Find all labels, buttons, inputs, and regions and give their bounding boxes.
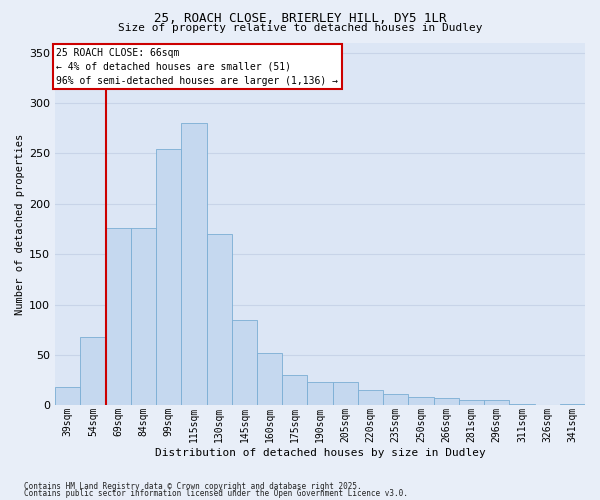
Bar — [383, 394, 409, 406]
Bar — [55, 387, 80, 406]
Text: Size of property relative to detached houses in Dudley: Size of property relative to detached ho… — [118, 23, 482, 33]
Bar — [80, 337, 106, 406]
Text: Contains HM Land Registry data © Crown copyright and database right 2025.: Contains HM Land Registry data © Crown c… — [24, 482, 362, 491]
Bar — [131, 228, 156, 406]
Bar — [232, 320, 257, 406]
Bar — [409, 397, 434, 406]
Bar — [560, 404, 585, 406]
Bar — [332, 382, 358, 406]
Text: 25, ROACH CLOSE, BRIERLEY HILL, DY5 1LR: 25, ROACH CLOSE, BRIERLEY HILL, DY5 1LR — [154, 12, 446, 25]
Bar — [307, 382, 332, 406]
Text: 25 ROACH CLOSE: 66sqm
← 4% of detached houses are smaller (51)
96% of semi-detac: 25 ROACH CLOSE: 66sqm ← 4% of detached h… — [56, 48, 338, 86]
Bar — [509, 404, 535, 406]
Bar — [206, 234, 232, 406]
X-axis label: Distribution of detached houses by size in Dudley: Distribution of detached houses by size … — [155, 448, 485, 458]
Bar — [257, 353, 282, 406]
Bar — [106, 228, 131, 406]
Bar — [434, 398, 459, 406]
Bar — [459, 400, 484, 406]
Bar — [282, 375, 307, 406]
Bar — [358, 390, 383, 406]
Y-axis label: Number of detached properties: Number of detached properties — [15, 134, 25, 314]
Text: Contains public sector information licensed under the Open Government Licence v3: Contains public sector information licen… — [24, 489, 408, 498]
Bar — [484, 400, 509, 406]
Bar — [181, 123, 206, 406]
Bar — [156, 150, 181, 406]
